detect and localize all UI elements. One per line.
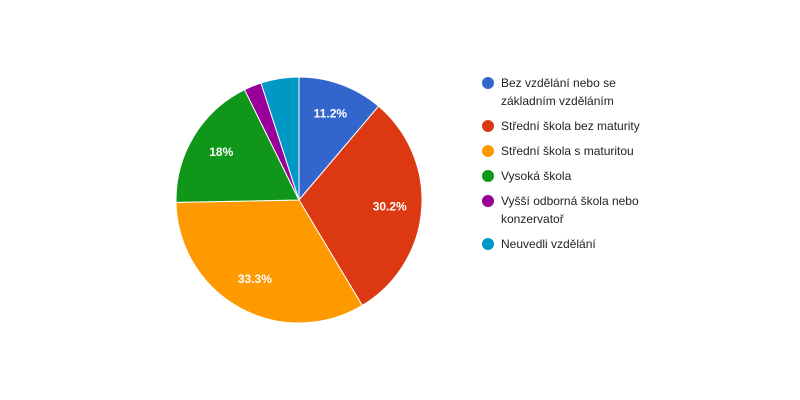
legend-marker: [482, 238, 494, 250]
legend-label: Bez vzdělání nebo se základním vzděláním: [501, 76, 616, 108]
pie-slice: [298, 105, 423, 307]
legend-label: Neuvedli vzdělání: [501, 237, 596, 251]
legend-label: Vyšší odborná škola nebo konzervatoř: [501, 194, 639, 226]
legend-marker: [482, 145, 494, 157]
pie-slice: [175, 199, 363, 324]
legend-item: Neuvedli vzdělání: [482, 235, 657, 253]
legend-marker: [482, 170, 494, 182]
pie-slice: [260, 76, 300, 201]
legend-label: Střední škola s maturitou: [501, 144, 634, 158]
legend-marker: [482, 77, 494, 89]
slice-label: 11.2%: [314, 107, 348, 121]
legend: Bez vzdělání nebo se základním vzděláním…: [482, 74, 657, 260]
legend-item: Střední škola s maturitou: [482, 142, 657, 160]
legend-label: Vysoká škola: [501, 169, 572, 183]
legend-label: Střední škola bez maturity: [501, 119, 640, 133]
legend-item: Vysoká škola: [482, 167, 657, 185]
legend-item: Střední škola bez maturity: [482, 117, 657, 135]
pie-slice: [175, 89, 300, 203]
legend-marker: [482, 120, 494, 132]
pie-slice: [298, 76, 380, 202]
slice-label: 18%: [209, 145, 233, 159]
slice-label: 30.2%: [373, 200, 407, 214]
legend-item: Vyšší odborná škola nebo konzervatoř: [482, 192, 657, 228]
legend-item: Bez vzdělání nebo se základním vzděláním: [482, 74, 657, 110]
legend-marker: [482, 195, 494, 207]
slice-label: 33.3%: [238, 272, 272, 286]
